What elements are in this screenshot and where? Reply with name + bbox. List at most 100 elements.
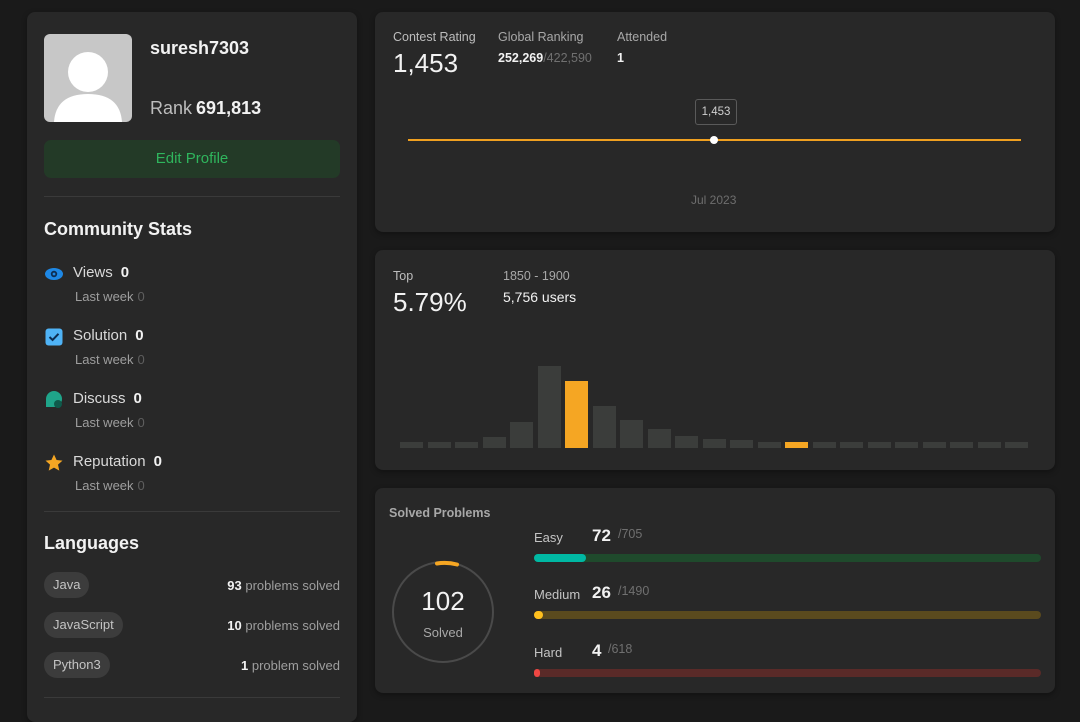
language-row-python3: Python3 1 problem solved: [44, 652, 340, 680]
progress-fill: [534, 554, 586, 562]
difficulty-total: /618: [608, 642, 633, 656]
rating-axis-label: Jul 2023: [691, 193, 737, 207]
difficulty-total: /1490: [618, 584, 650, 598]
distribution-bar[interactable]: [620, 420, 643, 448]
rank-value: 691,813: [196, 98, 262, 118]
divider: [44, 697, 340, 698]
stat-label: Reputation 0: [73, 453, 162, 470]
distribution-bar[interactable]: [840, 441, 863, 448]
stat-value: 0: [135, 327, 144, 344]
progress-track: [534, 554, 1041, 562]
stat-reputation: Reputation 0 Last week 0: [44, 451, 344, 493]
progress-track: [534, 611, 1041, 619]
distribution-bar[interactable]: [675, 435, 698, 448]
language-tag[interactable]: Python3: [44, 652, 110, 678]
rating-point[interactable]: [710, 136, 718, 144]
distribution-bar[interactable]: [482, 437, 506, 448]
distribution-bar[interactable]: [400, 441, 423, 448]
top-percent-card: Top 5.79% 1850 - 1900 5,756 users: [375, 250, 1055, 470]
language-tag[interactable]: JavaScript: [44, 612, 123, 638]
progress-fill: [534, 669, 541, 677]
distribution-bar[interactable]: [1005, 441, 1028, 448]
eye-icon: [45, 268, 63, 280]
contest-rating-value: 1,453: [393, 48, 459, 78]
rank: Rank 691,813: [150, 98, 261, 119]
distribution-bar[interactable]: [592, 406, 616, 448]
stat-sub: Last week 0: [75, 289, 145, 304]
distribution-chart: [375, 250, 1055, 470]
rating-range: 1850 - 1900: [503, 269, 570, 283]
rating-tooltip: 1,453: [695, 99, 737, 125]
distribution-bar[interactable]: [977, 441, 1001, 448]
progress-track: [534, 669, 1041, 677]
distribution-bar[interactable]: [537, 365, 561, 448]
stat-discuss: Discuss 0 Last week 0: [44, 388, 344, 430]
stat-value: 0: [120, 264, 130, 281]
global-ranking-label: Global Ranking: [498, 30, 584, 44]
difficulty-count: 72: [592, 526, 611, 545]
difficulty-count: 26: [592, 583, 611, 602]
stat-sub-value: 0: [137, 289, 145, 304]
stat-sub: Last week 0: [75, 478, 145, 493]
language-count: 93 problems solved: [227, 578, 340, 593]
distribution-bar[interactable]: [510, 421, 533, 448]
distribution-bar[interactable]: [757, 441, 781, 448]
contest-rating-label: Contest Rating: [393, 30, 476, 44]
solved-title: Solved Problems: [389, 506, 491, 520]
distribution-bar[interactable]: [455, 441, 478, 448]
global-ranking-value: 252,269/422,590: [498, 51, 592, 65]
difficulty-name: Hard: [534, 645, 563, 660]
check-square-icon: [45, 328, 63, 346]
divider: [44, 511, 340, 512]
difficulty-name: Easy: [534, 530, 563, 545]
stat-views: Views 0 Last week 0: [44, 262, 344, 304]
language-count: 1 problem solved: [240, 658, 340, 673]
solved-problems-card: Solved Problems 102 Solved Easy 72 /705 …: [375, 488, 1055, 693]
attended-label: Attended: [617, 30, 668, 44]
stat-sub-value: 0: [137, 415, 145, 430]
distribution-bar[interactable]: [427, 441, 451, 448]
edit-profile-button[interactable]: Edit Profile: [44, 140, 340, 178]
contest-rating-card: Contest Rating 1,453 Global Ranking 252,…: [375, 12, 1055, 232]
profile-card: suresh7303 Rank 691,813 Edit Profile Comm…: [27, 12, 357, 722]
distribution-bar[interactable]: [785, 441, 808, 448]
attended-value: 1: [617, 51, 624, 65]
stat-label: Views 0: [73, 264, 130, 281]
distribution-bar[interactable]: [950, 441, 973, 448]
stat-label: Discuss 0: [73, 390, 142, 407]
stat-sub-value: 0: [137, 352, 145, 367]
users-count: 5,756 users: [503, 289, 577, 305]
solved-progress-ring: [392, 560, 494, 663]
divider: [44, 196, 340, 197]
stat-value: 0: [133, 390, 142, 407]
distribution-bar[interactable]: [812, 441, 836, 448]
language-tag[interactable]: Java: [44, 572, 90, 598]
stat-sub: Last week 0: [75, 352, 145, 367]
language-count: 10 problems solved: [227, 618, 340, 633]
chat-bubble-icon: [46, 391, 62, 408]
stat-label: Solution 0: [73, 327, 144, 344]
star-icon: [45, 454, 63, 471]
distribution-bar[interactable]: [922, 441, 946, 448]
top-percent-value: 5.79%: [393, 287, 467, 317]
difficulty-name: Medium: [534, 587, 581, 602]
distribution-bar[interactable]: [895, 441, 918, 448]
languages-title: Languages: [44, 533, 140, 553]
user-avatar-icon: [54, 52, 122, 122]
language-row-java: Java 93 problems solved: [44, 572, 340, 600]
distribution-bar[interactable]: [867, 441, 891, 448]
top-label: Top: [393, 269, 414, 283]
distribution-bar[interactable]: [565, 381, 588, 448]
progress-fill: [534, 611, 543, 619]
username: suresh7303: [150, 38, 250, 58]
distribution-bar[interactable]: [647, 429, 671, 448]
rank-label: Rank: [150, 98, 193, 118]
difficulty-count: 4: [592, 641, 602, 660]
difficulty-total: /705: [618, 527, 643, 541]
stat-sub-value: 0: [137, 478, 145, 493]
distribution-bar[interactable]: [702, 438, 726, 448]
distribution-bar[interactable]: [730, 440, 753, 448]
solved-total: 102: [421, 586, 465, 616]
avatar[interactable]: [44, 34, 132, 122]
community-stats-title: Community Stats: [44, 219, 193, 239]
